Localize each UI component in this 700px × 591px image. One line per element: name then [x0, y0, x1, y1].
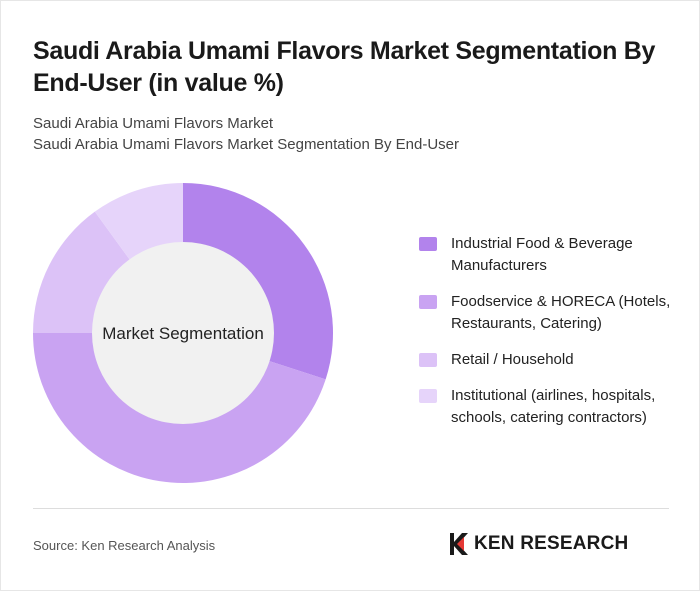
legend-swatch — [419, 389, 437, 403]
legend-item: Institutional (airlines, hospitals, scho… — [419, 385, 689, 429]
source-note: Source: Ken Research Analysis — [33, 538, 216, 553]
chart-subtitle: Saudi Arabia Umami Flavors Market — [33, 115, 274, 132]
legend-label: Foodservice & HORECA (Hotels, Restaurant… — [451, 293, 671, 332]
legend-item: Retail / Household — [419, 349, 689, 371]
footer-divider — [33, 508, 669, 509]
logo-text: KEN RESEARCH — [474, 533, 629, 554]
legend-label: Institutional (airlines, hospitals, scho… — [451, 387, 656, 426]
ken-research-logo: KEN RESEARCH — [448, 531, 628, 557]
legend-swatch — [419, 237, 437, 251]
chart-title: Saudi Arabia Umami Flavors Market Segmen… — [33, 37, 656, 97]
donut-chart: Market Segmentation — [33, 183, 333, 483]
legend-label: Industrial Food & Beverage Manufacturers — [451, 235, 633, 274]
legend-swatch — [419, 353, 437, 367]
legend-label: Retail / Household — [451, 351, 574, 368]
chart-legend: Industrial Food & Beverage Manufacturers… — [419, 233, 689, 429]
legend-swatch — [419, 295, 437, 309]
center-label: Market Segmentation — [102, 324, 264, 343]
ken-research-logo-icon — [450, 533, 468, 555]
legend-item: Foodservice & HORECA (Hotels, Restaurant… — [419, 291, 689, 335]
chart-subtitle-2: Saudi Arabia Umami Flavors Market Segmen… — [33, 136, 460, 153]
legend-item: Industrial Food & Beverage Manufacturers — [419, 233, 689, 277]
donut-hole — [92, 242, 274, 424]
